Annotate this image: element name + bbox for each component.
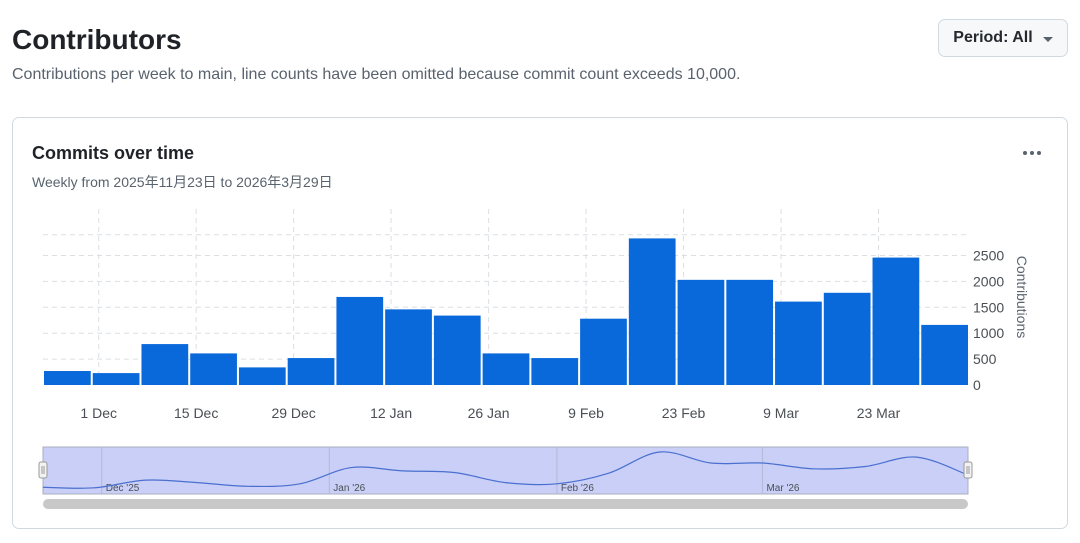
page-title: Contributors bbox=[12, 24, 182, 55]
navigator-month-label: Dec '25 bbox=[106, 483, 140, 494]
navigator-window bbox=[42, 446, 969, 495]
bar-2026-01-04 bbox=[336, 296, 384, 385]
x-tick-label: 15 Dec bbox=[174, 405, 218, 421]
bar-2026-03-22 bbox=[872, 257, 920, 385]
bar-2026-02-08 bbox=[580, 318, 627, 385]
bar-2026-03-08 bbox=[775, 301, 822, 385]
bar-2025-11-23 bbox=[44, 371, 91, 385]
bar-2026-03-29 bbox=[921, 324, 968, 385]
bar-2026-02-22 bbox=[677, 279, 725, 385]
bar-2026-03-15 bbox=[823, 292, 871, 385]
y-tick-label: 1000 bbox=[973, 325, 1004, 341]
more-options-button[interactable] bbox=[1014, 140, 1050, 166]
x-tick-label: 26 Jan bbox=[468, 405, 510, 421]
bar-2025-12-21 bbox=[238, 367, 286, 385]
y-tick-label: 2500 bbox=[973, 248, 1004, 264]
bar-2025-12-07 bbox=[141, 344, 189, 385]
navigator-left-handle[interactable] bbox=[38, 461, 48, 479]
x-tick-label: 9 Mar bbox=[763, 405, 799, 421]
caret-down-icon bbox=[1042, 36, 1053, 42]
handle-grip bbox=[38, 461, 48, 479]
x-tick-label: 9 Feb bbox=[568, 405, 604, 421]
x-tick-label: 12 Jan bbox=[370, 405, 412, 421]
bar-series bbox=[44, 238, 968, 385]
navigator-month-label: Jan '26 bbox=[333, 483, 365, 494]
navigator-right-handle[interactable] bbox=[963, 461, 973, 479]
bar-2026-02-01 bbox=[531, 358, 579, 385]
y-axis-title: Contributions bbox=[1014, 256, 1030, 339]
period-label: Period: All bbox=[953, 29, 1033, 46]
navigator-scrollbar[interactable] bbox=[43, 499, 968, 509]
navigator-month-label: Feb '26 bbox=[561, 483, 594, 494]
y-tick-label: 1500 bbox=[973, 299, 1004, 315]
card-title: Commits over time bbox=[32, 143, 195, 163]
handle-grip bbox=[963, 461, 973, 479]
period-dropdown-button[interactable]: Period: All bbox=[938, 19, 1068, 57]
bar-2025-12-14 bbox=[190, 353, 237, 385]
commits-chart: 1 Dec 15 Dec 29 Dec 12 Jan 26 Jan 9 Feb 23 Feb… bbox=[38, 209, 1030, 509]
commits-chart-card: Commits over time Weekly from 2025年11月23… bbox=[12, 117, 1068, 529]
bar-2026-03-01 bbox=[726, 279, 774, 385]
kebab-menu-icon bbox=[1023, 151, 1027, 155]
y-tick-label: 2000 bbox=[973, 273, 1004, 289]
x-tick-label: 23 Feb bbox=[662, 405, 706, 421]
page-subtitle: Contributions per week to main, line cou… bbox=[12, 66, 741, 83]
bar-2026-01-25 bbox=[482, 353, 530, 385]
card-subtitle: Weekly from 2025年11月23日 to 2026年3月29日 bbox=[32, 174, 333, 190]
navigator-series-line bbox=[42, 451, 969, 489]
bar-2026-01-11 bbox=[385, 309, 432, 385]
bar-2025-11-30 bbox=[92, 373, 140, 385]
bar-2026-01-18 bbox=[433, 315, 481, 385]
x-tick-label: 23 Mar bbox=[857, 405, 901, 421]
bar-2026-02-15 bbox=[628, 238, 676, 385]
y-tick-label: 500 bbox=[973, 351, 997, 367]
x-tick-label: 29 Dec bbox=[271, 405, 315, 421]
y-tick-label: 0 bbox=[973, 377, 981, 393]
bar-2025-12-28 bbox=[287, 358, 335, 385]
x-tick-label: 1 Dec bbox=[80, 405, 117, 421]
range-navigator: Dec '25 Jan '26 Feb '26 Mar '26 bbox=[38, 446, 973, 509]
navigator-month-label: Mar '26 bbox=[766, 483, 799, 494]
